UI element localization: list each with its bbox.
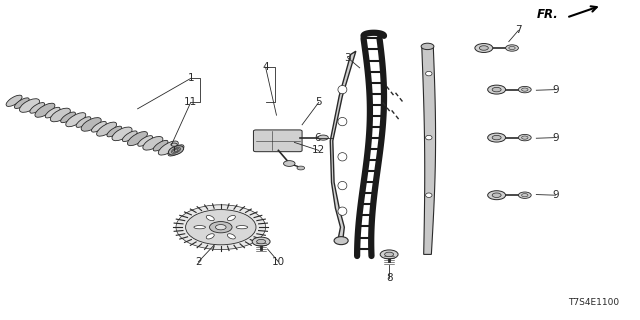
Circle shape xyxy=(284,161,295,166)
Text: 7: 7 xyxy=(515,25,522,36)
Circle shape xyxy=(492,135,501,140)
Ellipse shape xyxy=(138,136,152,146)
Ellipse shape xyxy=(338,181,347,190)
Circle shape xyxy=(479,46,488,50)
Circle shape xyxy=(252,237,270,246)
Ellipse shape xyxy=(76,117,91,127)
Circle shape xyxy=(488,191,506,200)
Circle shape xyxy=(506,45,518,51)
Circle shape xyxy=(522,194,528,197)
Ellipse shape xyxy=(426,71,432,76)
Circle shape xyxy=(488,85,506,94)
Ellipse shape xyxy=(338,153,347,161)
Ellipse shape xyxy=(338,117,347,126)
Circle shape xyxy=(518,86,531,93)
Text: 1: 1 xyxy=(188,73,194,84)
Circle shape xyxy=(318,135,328,140)
Text: 3: 3 xyxy=(344,52,351,63)
Circle shape xyxy=(518,134,531,141)
Text: 6: 6 xyxy=(314,133,321,143)
Ellipse shape xyxy=(153,140,168,151)
Ellipse shape xyxy=(194,226,205,229)
Circle shape xyxy=(385,252,394,257)
Ellipse shape xyxy=(421,43,434,50)
Ellipse shape xyxy=(127,132,147,146)
Ellipse shape xyxy=(19,99,40,112)
Ellipse shape xyxy=(61,112,76,123)
Ellipse shape xyxy=(206,234,214,239)
Circle shape xyxy=(216,225,226,230)
Ellipse shape xyxy=(338,207,347,215)
Polygon shape xyxy=(422,46,436,254)
Circle shape xyxy=(186,210,256,245)
Circle shape xyxy=(297,166,305,170)
Circle shape xyxy=(176,205,266,250)
Circle shape xyxy=(475,44,493,52)
Circle shape xyxy=(522,136,528,139)
Ellipse shape xyxy=(168,145,184,156)
Ellipse shape xyxy=(158,141,179,155)
Text: 12: 12 xyxy=(312,145,325,156)
Text: T7S4E1100: T7S4E1100 xyxy=(568,298,620,307)
Text: 10: 10 xyxy=(272,257,285,267)
Circle shape xyxy=(522,88,528,91)
Ellipse shape xyxy=(236,226,248,229)
FancyBboxPatch shape xyxy=(253,130,302,152)
Circle shape xyxy=(171,143,177,146)
Text: 9: 9 xyxy=(552,190,559,200)
Text: 5: 5 xyxy=(316,97,322,108)
Ellipse shape xyxy=(107,126,122,137)
Circle shape xyxy=(509,46,515,50)
Text: 11: 11 xyxy=(184,97,197,108)
Circle shape xyxy=(380,250,398,259)
Text: 9: 9 xyxy=(552,132,559,143)
Ellipse shape xyxy=(35,103,55,117)
Ellipse shape xyxy=(92,122,106,132)
Ellipse shape xyxy=(122,131,137,141)
Circle shape xyxy=(488,133,506,142)
Circle shape xyxy=(518,192,531,198)
Ellipse shape xyxy=(338,85,347,94)
Ellipse shape xyxy=(51,108,70,122)
Text: 8: 8 xyxy=(386,273,392,283)
Ellipse shape xyxy=(45,107,60,118)
Polygon shape xyxy=(330,51,356,243)
Ellipse shape xyxy=(426,193,432,197)
Text: 2: 2 xyxy=(195,257,202,267)
Ellipse shape xyxy=(97,122,116,136)
Text: FR.: FR. xyxy=(536,8,558,21)
Text: 9: 9 xyxy=(552,84,559,95)
Ellipse shape xyxy=(227,234,236,239)
Circle shape xyxy=(492,193,501,197)
Ellipse shape xyxy=(426,135,432,140)
Ellipse shape xyxy=(227,215,236,221)
Text: 4: 4 xyxy=(262,62,269,72)
Ellipse shape xyxy=(14,98,29,108)
Circle shape xyxy=(209,221,232,233)
Ellipse shape xyxy=(334,237,348,244)
Ellipse shape xyxy=(66,113,86,127)
Ellipse shape xyxy=(81,118,101,131)
Ellipse shape xyxy=(6,95,22,107)
Ellipse shape xyxy=(143,137,163,150)
Ellipse shape xyxy=(30,103,45,113)
Ellipse shape xyxy=(112,127,132,141)
Circle shape xyxy=(257,239,266,244)
Ellipse shape xyxy=(168,146,184,155)
Ellipse shape xyxy=(206,215,214,221)
Circle shape xyxy=(492,87,501,92)
